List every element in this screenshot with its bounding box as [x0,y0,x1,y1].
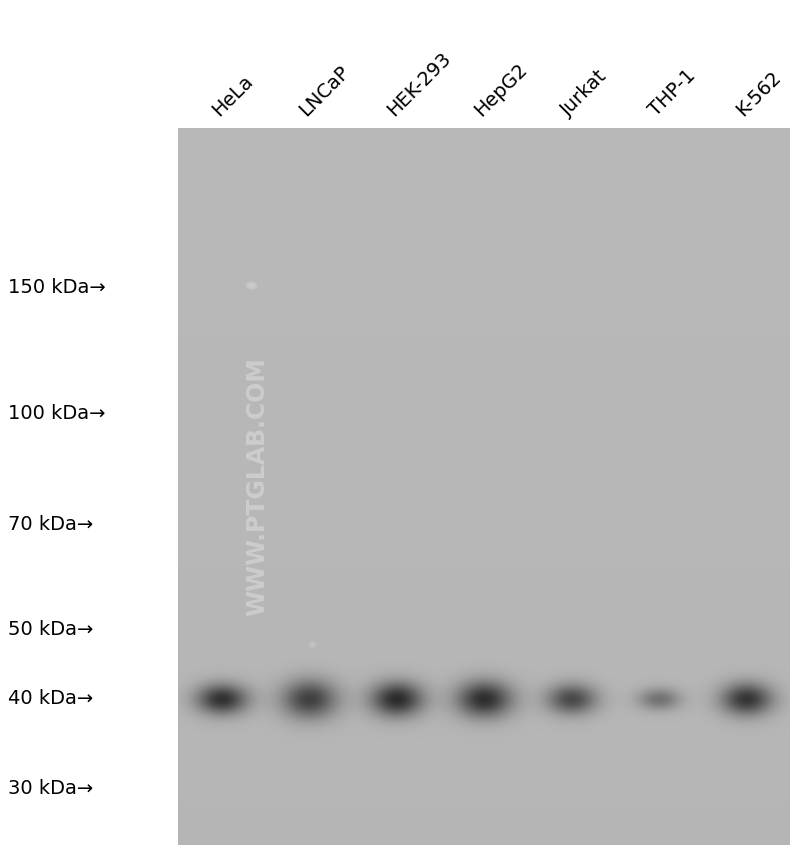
Text: LNCaP: LNCaP [296,63,354,120]
Text: WWW.PTGLAB.COM: WWW.PTGLAB.COM [246,357,270,616]
Text: 100 kDa→: 100 kDa→ [8,404,106,423]
Text: K-562: K-562 [733,68,785,120]
Text: 50 kDa→: 50 kDa→ [8,620,94,639]
Text: HEK-293: HEK-293 [383,49,454,120]
Text: 70 kDa→: 70 kDa→ [8,515,94,534]
Text: 30 kDa→: 30 kDa→ [8,779,94,798]
Text: THP-1: THP-1 [646,66,699,120]
Text: 150 kDa→: 150 kDa→ [8,278,106,297]
Text: 40 kDa→: 40 kDa→ [8,689,94,708]
Text: HeLa: HeLa [208,71,257,120]
Text: Jurkat: Jurkat [558,66,611,120]
Text: HepG2: HepG2 [470,59,531,120]
